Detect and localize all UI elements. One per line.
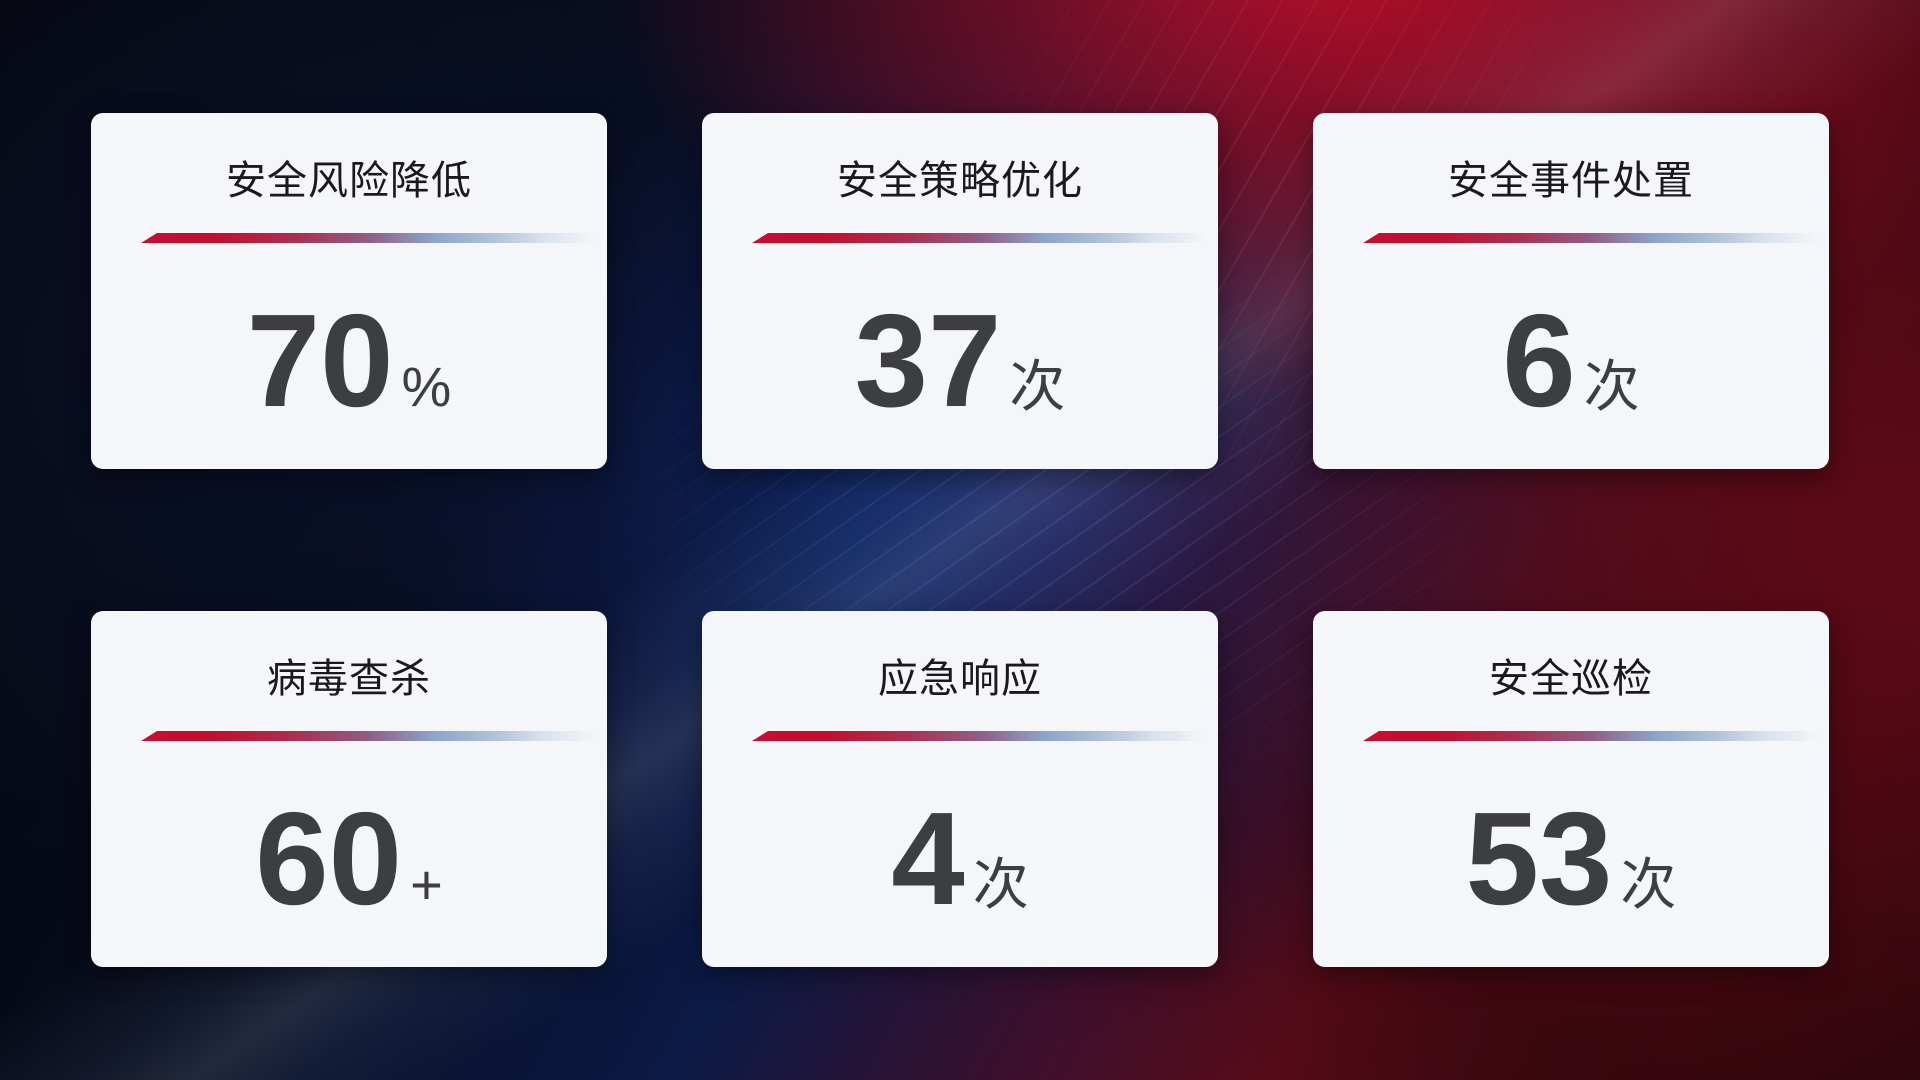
stat-card-risk-reduction: 安全风险降低 70 % [91,113,607,469]
stat-unit: 次 [972,853,1029,916]
stat-value: 60 [255,785,403,932]
card-title: 安全策略优化 [837,159,1083,203]
card-title: 应急响应 [878,657,1042,701]
divider-line [752,731,1208,741]
divider-line [1363,233,1819,243]
stat-unit: 次 [1009,355,1066,418]
divider-line [141,233,597,243]
stat-card-incident-handling: 安全事件处置 6 次 [1313,113,1829,469]
stat-card-policy-optimization: 安全策略优化 37 次 [702,113,1218,469]
value-row: 53 次 [1313,793,1829,925]
value-row: 70 % [91,295,607,427]
card-title: 病毒查杀 [267,657,431,701]
stat-value: 37 [854,287,1002,434]
card-title: 安全事件处置 [1448,159,1694,203]
stat-card-security-inspection: 安全巡检 53 次 [1313,611,1829,967]
value-row: 60 + [91,793,607,925]
stats-grid: 安全风险降低 70 % 安全策略优化 37 次 安全事件处置 6 次 病毒查杀 … [91,113,1829,967]
stat-value: 6 [1502,287,1576,434]
divider-line [752,233,1208,243]
stat-card-emergency-response: 应急响应 4 次 [702,611,1218,967]
stat-value: 70 [246,287,394,434]
value-row: 37 次 [702,295,1218,427]
stat-unit: % [401,355,452,418]
stat-unit: + [410,853,443,916]
stat-unit: 次 [1620,853,1677,916]
divider-line [141,731,597,741]
stat-unit: 次 [1583,355,1640,418]
divider-line [1363,731,1819,741]
value-row: 6 次 [1313,295,1829,427]
value-row: 4 次 [702,793,1218,925]
stat-value: 4 [891,785,965,932]
card-title: 安全巡检 [1489,657,1653,701]
stat-card-virus-scan: 病毒查杀 60 + [91,611,607,967]
card-title: 安全风险降低 [226,159,472,203]
stat-value: 53 [1465,785,1613,932]
